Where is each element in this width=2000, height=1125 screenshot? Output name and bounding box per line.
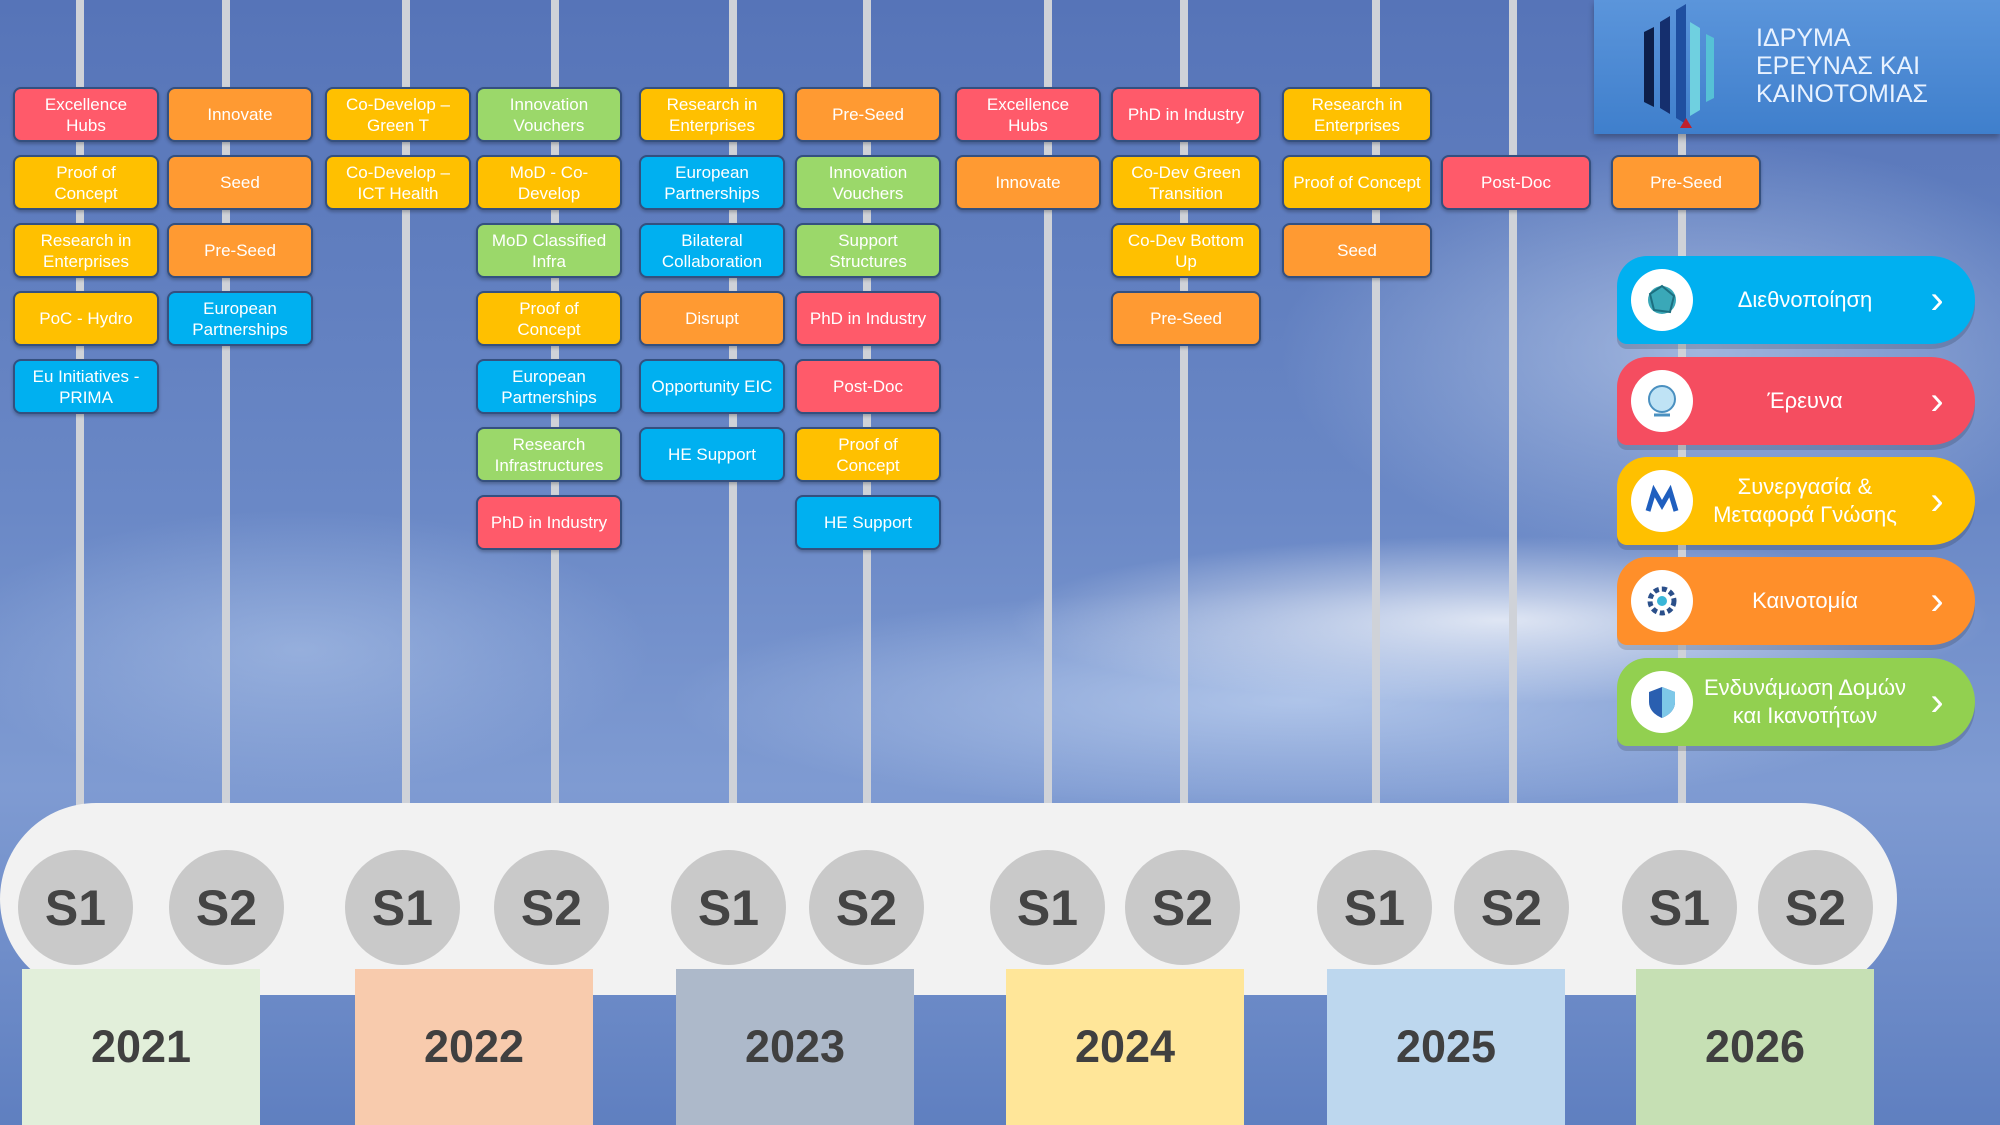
chevron-right-icon[interactable]: › bbox=[1930, 680, 1944, 724]
program-card[interactable]: Support Structures bbox=[795, 223, 941, 278]
program-card[interactable]: Innovate bbox=[167, 87, 313, 142]
program-card[interactable]: Innovate bbox=[955, 155, 1101, 210]
program-card[interactable]: Post-Doc bbox=[1441, 155, 1591, 210]
program-card[interactable]: Pre-Seed bbox=[1111, 291, 1261, 346]
program-card[interactable]: Research Infrastructures bbox=[476, 427, 622, 482]
category-label: Καινοτομία bbox=[1752, 588, 1858, 613]
program-card[interactable]: Pre-Seed bbox=[167, 223, 313, 278]
semester-marker[interactable]: S2 bbox=[169, 850, 284, 965]
program-card[interactable]: Opportunity EIC bbox=[639, 359, 785, 414]
innovation-gear-icon bbox=[1631, 570, 1693, 632]
program-card[interactable]: Pre-Seed bbox=[1611, 155, 1761, 210]
semester-marker[interactable]: S1 bbox=[671, 850, 786, 965]
semester-marker[interactable]: S2 bbox=[1454, 850, 1569, 965]
program-card[interactable]: PhD in Industry bbox=[1111, 87, 1261, 142]
program-card[interactable]: Seed bbox=[1282, 223, 1432, 278]
program-card[interactable]: Post-Doc bbox=[795, 359, 941, 414]
program-card[interactable]: Co-Dev Bottom Up bbox=[1111, 223, 1261, 278]
program-card[interactable]: Research in Enterprises bbox=[639, 87, 785, 142]
program-card[interactable]: Proof of Concept bbox=[795, 427, 941, 482]
timeline-connector bbox=[402, 0, 410, 860]
timeline-connector bbox=[76, 0, 84, 860]
program-card[interactable]: Proof of Concept bbox=[13, 155, 159, 210]
program-card[interactable]: Innovation Vouchers bbox=[476, 87, 622, 142]
semester-marker[interactable]: S1 bbox=[18, 850, 133, 965]
program-card[interactable]: HE Support bbox=[639, 427, 785, 482]
program-card[interactable]: HE Support bbox=[795, 495, 941, 550]
timeline-connector bbox=[222, 0, 230, 860]
category-label: Ενδυνάμωση Δομών και Ικανοτήτων bbox=[1703, 675, 1907, 728]
timeline-connector bbox=[1180, 0, 1188, 860]
program-card[interactable]: Seed bbox=[167, 155, 313, 210]
chevron-right-icon[interactable]: › bbox=[1930, 479, 1944, 523]
program-card[interactable]: Research in Enterprises bbox=[1282, 87, 1432, 142]
program-card[interactable]: Eu Initiatives - PRIMA bbox=[13, 359, 159, 414]
program-card[interactable]: Disrupt bbox=[639, 291, 785, 346]
semester-marker[interactable]: S1 bbox=[345, 850, 460, 965]
collaboration-icon bbox=[1631, 470, 1693, 532]
logo-text: ΙΔΡΥΜΑ ΕΡΕΥΝΑΣ ΚΑΙ ΚΑΙΝΟΤΟΜΙΑΣ bbox=[1756, 24, 1928, 108]
timeline-connector bbox=[1044, 0, 1052, 860]
program-card[interactable]: PoC - Hydro bbox=[13, 291, 159, 346]
program-card[interactable]: Proof of Concept bbox=[1282, 155, 1432, 210]
year-label: 2026 bbox=[1636, 969, 1874, 1125]
category-label: Διεθνοποίηση bbox=[1737, 287, 1873, 312]
category-button[interactable]: Ενδυνάμωση Δομών και Ικανοτήτων › bbox=[1617, 658, 1975, 746]
program-card[interactable]: Research in Enterprises bbox=[13, 223, 159, 278]
category-button[interactable]: Έρευνα › bbox=[1617, 357, 1975, 445]
shield-icon bbox=[1631, 671, 1693, 733]
research-globe-icon bbox=[1631, 370, 1693, 432]
program-card[interactable]: Proof of Concept bbox=[476, 291, 622, 346]
category-button[interactable]: Διεθνοποίηση › bbox=[1617, 256, 1975, 344]
network-globe-icon bbox=[1631, 269, 1693, 331]
year-label: 2021 bbox=[22, 969, 260, 1125]
chevron-right-icon[interactable]: › bbox=[1930, 278, 1944, 322]
program-card[interactable]: PhD in Industry bbox=[476, 495, 622, 550]
semester-marker[interactable]: S1 bbox=[1622, 850, 1737, 965]
foundation-logo: ΙΔΡΥΜΑ ΕΡΕΥΝΑΣ ΚΑΙ ΚΑΙΝΟΤΟΜΙΑΣ bbox=[1594, 0, 2000, 134]
timeline-band bbox=[0, 803, 1897, 995]
semester-marker[interactable]: S2 bbox=[809, 850, 924, 965]
logo-bars-icon bbox=[1644, 4, 1714, 128]
category-label: Συνεργασία & Μεταφορά Γνώσης bbox=[1713, 474, 1897, 527]
chevron-right-icon[interactable]: › bbox=[1930, 379, 1944, 423]
program-card[interactable]: MoD Classified Infra bbox=[476, 223, 622, 278]
category-button[interactable]: Συνεργασία & Μεταφορά Γνώσης › bbox=[1617, 457, 1975, 545]
program-card[interactable]: Co-Develop – ICT Health bbox=[325, 155, 471, 210]
program-card[interactable]: Pre-Seed bbox=[795, 87, 941, 142]
chevron-right-icon[interactable]: › bbox=[1930, 579, 1944, 623]
year-label: 2025 bbox=[1327, 969, 1565, 1125]
program-card[interactable]: MoD - Co-Develop bbox=[476, 155, 622, 210]
program-card[interactable]: Innovation Vouchers bbox=[795, 155, 941, 210]
year-label: 2022 bbox=[355, 969, 593, 1125]
year-label: 2024 bbox=[1006, 969, 1244, 1125]
category-button[interactable]: Καινοτομία › bbox=[1617, 557, 1975, 645]
program-card[interactable]: Bilateral Collaboration bbox=[639, 223, 785, 278]
semester-marker[interactable]: S2 bbox=[1125, 850, 1240, 965]
semester-marker[interactable]: S1 bbox=[1317, 850, 1432, 965]
program-card[interactable]: Excellence Hubs bbox=[13, 87, 159, 142]
category-label: Έρευνα bbox=[1767, 388, 1843, 413]
semester-marker[interactable]: S2 bbox=[494, 850, 609, 965]
program-card[interactable]: European Partnerships bbox=[167, 291, 313, 346]
semester-marker[interactable]: S1 bbox=[990, 850, 1105, 965]
timeline-connector bbox=[1509, 0, 1517, 860]
timeline-connector bbox=[1372, 0, 1380, 860]
program-card[interactable]: European Partnerships bbox=[476, 359, 622, 414]
program-card[interactable]: Excellence Hubs bbox=[955, 87, 1101, 142]
semester-marker[interactable]: S2 bbox=[1758, 850, 1873, 965]
program-card[interactable]: Co-Dev Green Transition bbox=[1111, 155, 1261, 210]
program-card[interactable]: PhD in Industry bbox=[795, 291, 941, 346]
year-label: 2023 bbox=[676, 969, 914, 1125]
program-card[interactable]: European Partnerships bbox=[639, 155, 785, 210]
program-card[interactable]: Co-Develop – Green T bbox=[325, 87, 471, 142]
